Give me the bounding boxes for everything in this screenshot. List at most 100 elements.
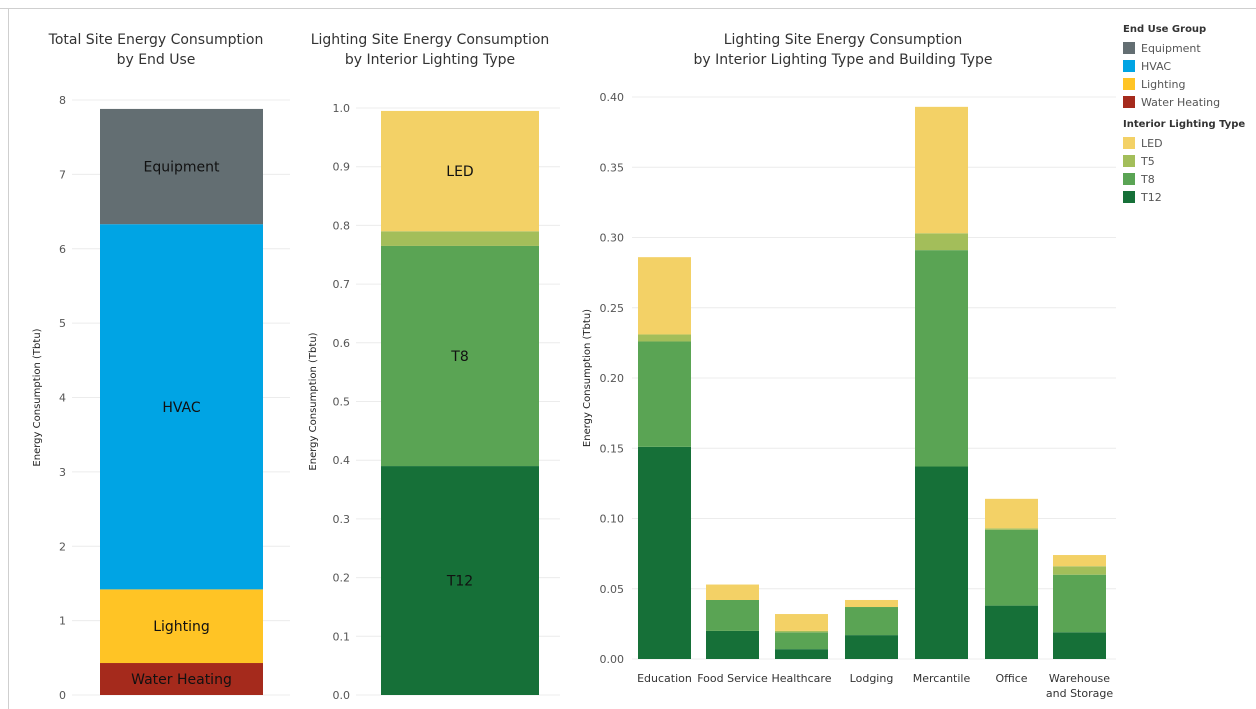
- chart-2-title: Lighting Site Energy Consumption by Inte…: [310, 32, 550, 68]
- legend-title: Interior Lighting Type: [1123, 119, 1246, 130]
- chart-1-ytick-4: 4: [59, 392, 66, 405]
- chart-3-bar-healthcare-t12: [775, 649, 828, 659]
- chart-2-ytick-4: 0.4: [333, 454, 351, 467]
- chart-3-bar-office-t5: [985, 528, 1038, 530]
- legend-item-led[interactable]: LED: [1123, 134, 1253, 152]
- legend-swatch: [1123, 155, 1135, 167]
- chart-3-bar-lodging-led: [845, 599, 898, 608]
- legend-swatch: [1123, 191, 1135, 203]
- chart-3-bar-mercantile-led: [915, 106, 968, 234]
- chart-1-segment-label-hvac: HVAC: [162, 400, 201, 416]
- legend-label: HVAC: [1141, 59, 1172, 73]
- chart-1-ytick-5: 5: [59, 317, 66, 330]
- chart-3-category-label-mercantile: Mercantile: [913, 672, 971, 685]
- chart-1-bar-total-hvac: [100, 224, 263, 590]
- chart-3-bar-lodging-t12: [845, 635, 898, 659]
- chart-3-ytick-8: 0.40: [600, 91, 625, 104]
- legend-title: End Use Group: [1123, 24, 1207, 35]
- chart-3-ytick-5: 0.25: [600, 302, 625, 315]
- legend-label: Water Heating: [1141, 95, 1221, 109]
- chart-3-category-label-office: Office: [995, 672, 1027, 685]
- chart-3-category-label-lodging: Lodging: [850, 672, 894, 685]
- chart-1-ytick-3: 3: [59, 466, 66, 479]
- chart-3-bar-healthcare-t8: [775, 632, 828, 650]
- legend-item-t8[interactable]: T8: [1123, 170, 1253, 188]
- chart-2-ytick-9: 0.9: [333, 161, 351, 174]
- chart-3-bar-healthcare-led: [775, 614, 828, 631]
- chart-2-ytick-10: 1.0: [333, 102, 351, 115]
- chart-3-y-axis-label: Energy Consumption (Tbtu): [582, 309, 593, 447]
- legend-swatch: [1123, 42, 1135, 54]
- legend-label: Equipment: [1141, 41, 1201, 55]
- chart-3-category-label-education: Education: [637, 672, 692, 685]
- chart-3-ytick-7: 0.35: [600, 161, 625, 174]
- chart-3-bar-mercantile-t12: [915, 466, 968, 659]
- chart-3-category-label-food-service: Food Service: [697, 672, 768, 685]
- legend-item-hvac[interactable]: HVAC: [1123, 57, 1253, 75]
- legend-swatch: [1123, 78, 1135, 90]
- chart-1-ytick-6: 6: [59, 243, 66, 256]
- chart-3-ytick-6: 0.30: [600, 232, 625, 245]
- chart-3-bar-mercantile-t5: [915, 233, 968, 251]
- chart-3-bar-warehouse-and-storage-led: [1053, 555, 1106, 567]
- legend-group-end-use-group: End Use Group Equipment HVAC Lighting Water …: [1123, 24, 1253, 111]
- chart-2-bar-total-led: [381, 110, 539, 232]
- chart-2-segment-label-t12: T12: [446, 574, 473, 590]
- chart-1-title: Total Site Energy Consumption by End Use: [48, 32, 264, 68]
- chart-3-category-label-healthcare: Healthcare: [772, 672, 832, 685]
- chart-1-bar-total-equipment: [100, 108, 263, 225]
- legend-item-equipment[interactable]: Equipment: [1123, 39, 1253, 57]
- chart-1-ytick-1: 1: [59, 615, 66, 628]
- chart-2-bar-total-t8: [381, 245, 539, 467]
- chart-3-bar-healthcare-t5: [775, 630, 828, 633]
- chart-3-bar-food-service-t8: [706, 599, 759, 631]
- chart-2-ytick-1: 0.1: [333, 630, 351, 643]
- legend-item-t5[interactable]: T5: [1123, 152, 1253, 170]
- frame-top-border: [0, 8, 1256, 9]
- chart-1-segment-label-equipment: Equipment: [144, 160, 221, 176]
- legend-label: Lighting: [1141, 77, 1186, 91]
- chart-3-bar-office-led: [985, 498, 1038, 529]
- legend-swatch: [1123, 137, 1135, 149]
- chart-3-bar-mercantile-t8: [915, 250, 968, 467]
- chart-3-bar-office-t12: [985, 605, 1038, 659]
- chart-3-bar-food-service-led: [706, 584, 759, 600]
- legend-swatch: [1123, 60, 1135, 72]
- chart-1-ytick-0: 0: [59, 689, 66, 702]
- chart-3-ytick-0: 0.00: [600, 653, 625, 666]
- legend-swatch: [1123, 173, 1135, 185]
- chart-1-bar-total-lighting: [100, 589, 263, 664]
- chart-2-ytick-0: 0.0: [333, 689, 351, 702]
- chart-3-bar-warehouse-and-storage-t12: [1053, 632, 1106, 659]
- chart-3-ytick-2: 0.10: [600, 513, 625, 526]
- chart-3-ytick-4: 0.20: [600, 372, 625, 385]
- chart-2-bar-total-t12: [381, 466, 539, 695]
- chart-1-bar-total-water-heating: [100, 663, 263, 695]
- chart-3-bar-education-t5: [638, 334, 691, 342]
- legend-item-water-heating[interactable]: Water Heating: [1123, 93, 1253, 111]
- chart-3-title: Lighting Site Energy Consumption by Inte…: [693, 32, 993, 68]
- legend-swatch: [1123, 96, 1135, 108]
- legend-item-lighting[interactable]: Lighting: [1123, 75, 1253, 93]
- chart-3-category-label-warehouse-and-storage: Warehouse and Storage: [1046, 672, 1113, 700]
- chart-1-ytick-2: 2: [59, 540, 66, 553]
- chart-3-bar-office-t8: [985, 529, 1038, 606]
- frame-left-border: [8, 8, 9, 709]
- legend-label: LED: [1141, 136, 1163, 150]
- chart-3-bar-warehouse-and-storage-t8: [1053, 574, 1106, 633]
- chart-3-ytick-3: 0.15: [600, 442, 625, 455]
- chart-2-ytick-6: 0.6: [333, 337, 351, 350]
- legend-item-t12[interactable]: T12: [1123, 188, 1253, 206]
- chart-3-bar-warehouse-and-storage-t5: [1053, 566, 1106, 575]
- chart-3-bar-education-led: [638, 257, 691, 335]
- legend-label: T8: [1141, 172, 1155, 186]
- chart-2-segment-label-t8: T8: [450, 349, 468, 365]
- chart-2-segment-label-led: LED: [446, 164, 473, 180]
- legend-group-interior-lighting-type: Interior Lighting Type LED T5 T8 T12: [1123, 119, 1253, 206]
- chart-3-ytick-1: 0.05: [600, 583, 625, 596]
- chart-2-bar-total-t5: [381, 231, 539, 246]
- legend: End Use Group Equipment HVAC Lighting Water …: [1123, 24, 1253, 214]
- chart-2-ytick-2: 0.2: [333, 572, 351, 585]
- chart-2-ytick-8: 0.8: [333, 219, 351, 232]
